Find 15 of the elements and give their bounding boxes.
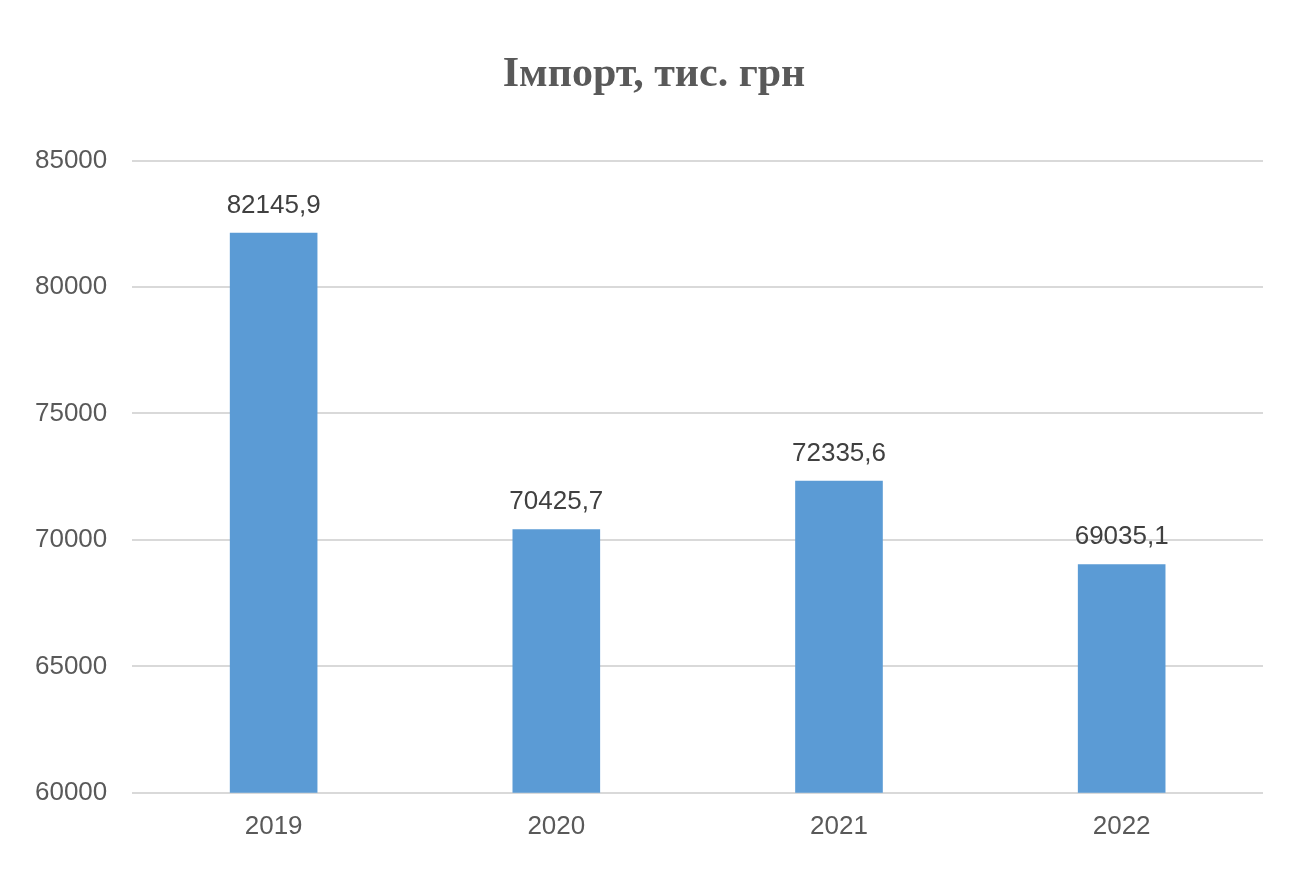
x-tick-label: 2021 xyxy=(810,809,868,840)
x-tick-label: 2020 xyxy=(527,809,586,840)
y-tick-label: 80000 xyxy=(34,270,108,301)
data-label: 69035,1 xyxy=(1074,520,1169,551)
y-tick-label: 75000 xyxy=(34,396,108,427)
y-tick-label: 85000 xyxy=(34,143,108,174)
x-tick-label: 2022 xyxy=(1092,809,1151,840)
y-tick-label: 70000 xyxy=(34,523,108,554)
data-label: 72335,6 xyxy=(792,437,886,468)
chart-title: Імпорт, тис. грн xyxy=(501,48,807,96)
data-label: 82145,9 xyxy=(226,188,321,219)
x-tick-label: 2019 xyxy=(244,809,303,840)
data-label: 70425,7 xyxy=(509,485,604,516)
y-tick-label: 60000 xyxy=(34,775,108,806)
y-tick-label: 65000 xyxy=(34,649,108,680)
